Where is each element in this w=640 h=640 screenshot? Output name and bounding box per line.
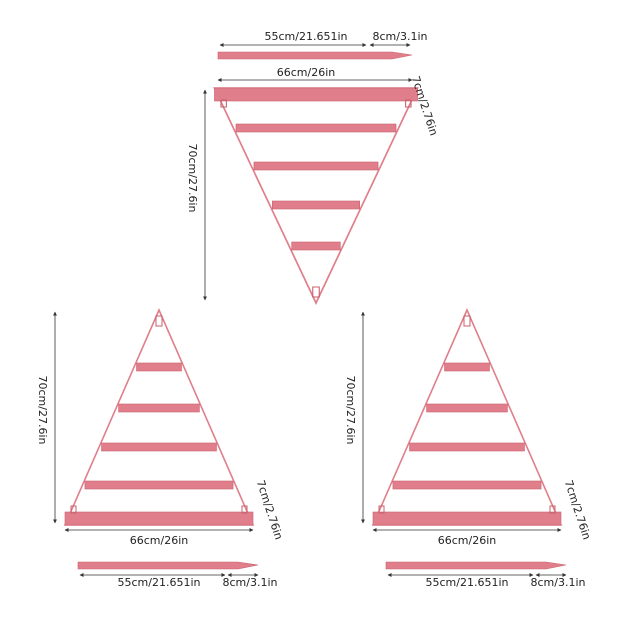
hook	[405, 99, 412, 108]
shelf-board	[426, 403, 508, 413]
plank	[385, 561, 567, 570]
dimension-label: 66cm/26in	[130, 534, 189, 547]
shelf	[371, 308, 563, 526]
shelf-board	[409, 442, 525, 452]
dimension-label: 8cm/3.1in	[373, 30, 428, 43]
shelf-board	[272, 200, 360, 210]
base-board	[64, 511, 254, 526]
dimension-label: 70cm/27.6in	[36, 376, 49, 445]
dimension-label: 55cm/21.651in	[426, 576, 509, 589]
base-board	[372, 511, 562, 526]
plank	[217, 51, 413, 60]
shelf-board	[444, 362, 490, 372]
shelf	[63, 308, 255, 526]
shelf-board	[235, 123, 397, 133]
hook	[378, 505, 385, 514]
hook	[155, 315, 163, 327]
dimension-label: 55cm/21.651in	[118, 576, 201, 589]
plank	[77, 561, 259, 570]
hook	[220, 99, 227, 108]
base-board	[214, 87, 418, 102]
shelf-board	[392, 480, 542, 490]
shelf	[213, 87, 419, 305]
hook	[549, 505, 556, 514]
dimension-label: 8cm/3.1in	[531, 576, 586, 589]
dimension-label: 70cm/27.6in	[344, 376, 357, 445]
hook	[312, 286, 320, 298]
shelf-board	[101, 442, 217, 452]
dimension-label: 66cm/26in	[277, 66, 336, 79]
shelf-board	[84, 480, 234, 490]
shelf-board	[118, 403, 200, 413]
shelf-board	[291, 241, 341, 251]
dimension-label: 70cm/27.6in	[186, 144, 199, 213]
hook	[70, 505, 77, 514]
shelf-board	[136, 362, 182, 372]
hook	[241, 505, 248, 514]
dimension-label: 66cm/26in	[438, 534, 497, 547]
hook	[463, 315, 471, 327]
dimension-label: 55cm/21.651in	[265, 30, 348, 43]
dimension-label: 8cm/3.1in	[223, 576, 278, 589]
shelf-board	[253, 161, 379, 171]
